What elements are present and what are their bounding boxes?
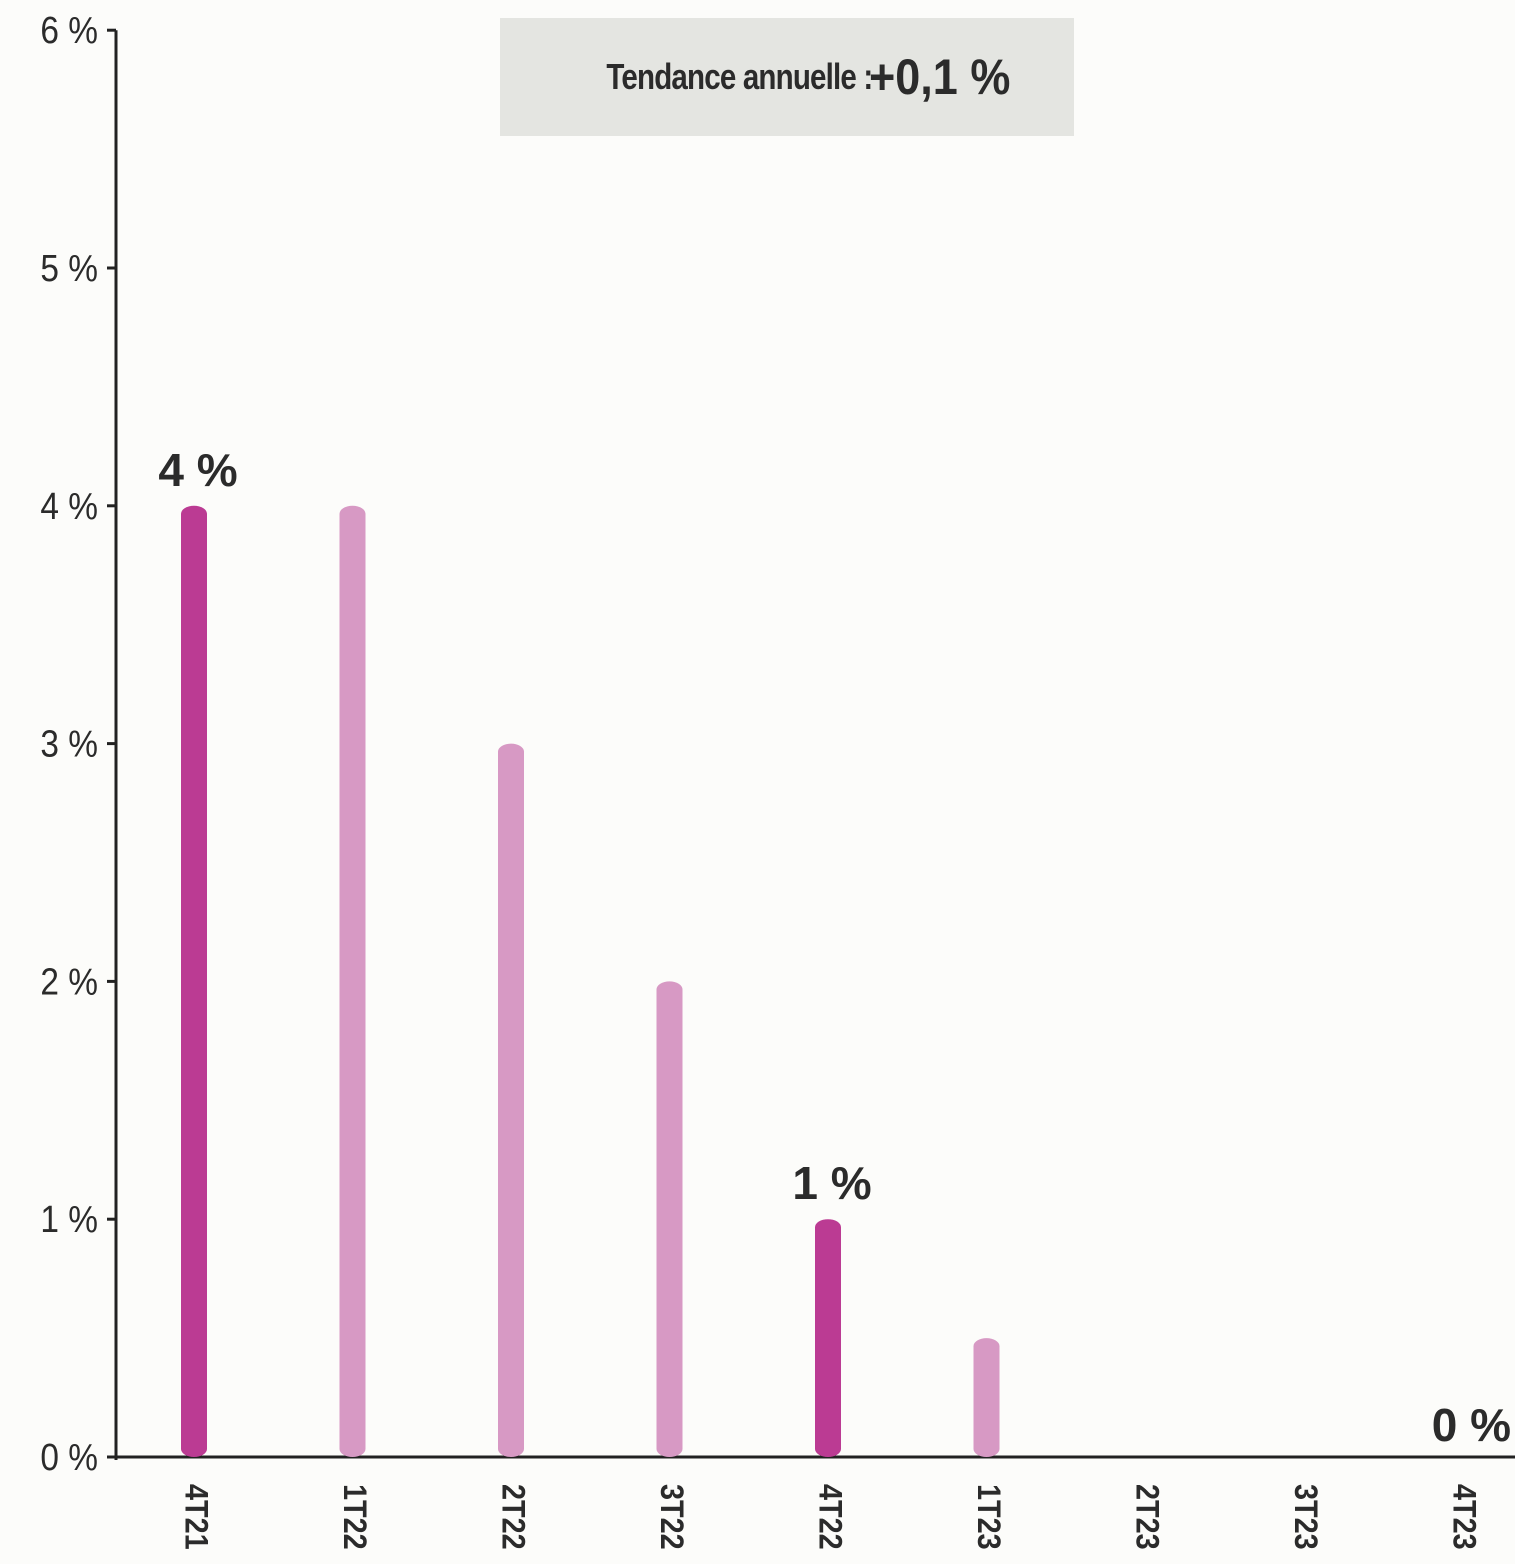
y-tick-label: 1 % [40, 1198, 98, 1240]
y-tick-label: 0 % [40, 1436, 98, 1478]
bar-3T22 [656, 981, 683, 1457]
x-tick-label-2T23: 2T23 [1129, 1484, 1165, 1550]
x-tick-label-3T23: 3T23 [1288, 1484, 1324, 1550]
trend-box: Tendance annuelle : +0,1 % [500, 18, 1074, 136]
y-tick-label: 4 % [40, 485, 98, 527]
data-labels: 4 % 1 % 0 % [158, 444, 1511, 1451]
x-tick-label-4T22: 4T22 [812, 1484, 848, 1550]
bars [181, 505, 1000, 1457]
bar-1T23 [973, 1338, 1000, 1457]
y-tick-label: 6 % [40, 9, 98, 51]
y-tick-label: 2 % [40, 960, 98, 1002]
x-tick-label-3T22: 3T22 [654, 1484, 690, 1550]
trend-label: Tendance annuelle : [606, 56, 874, 97]
data-label-4T21: 4 % [158, 444, 237, 496]
x-tick-label-1T22: 1T22 [337, 1484, 373, 1550]
x-tick-label-4T23: 4T23 [1446, 1484, 1482, 1550]
data-label-4T22: 1 % [792, 1157, 871, 1209]
y-tick-label: 5 % [40, 247, 98, 289]
bar-1T22 [339, 505, 366, 1457]
x-axis: 4T21 1T22 2T22 3T22 4T22 1T23 2T23 3T23 4T23 [116, 1455, 1515, 1550]
data-label-4T23: 0 % [1432, 1399, 1511, 1451]
x-tick-label-1T23: 1T23 [971, 1484, 1007, 1550]
y-axis: 0 % 1 % 2 % 3 % 4 % 5 % 6 % [40, 9, 118, 1478]
x-tick-label-4T21: 4T21 [178, 1484, 214, 1550]
x-tick-label-2T22: 2T22 [495, 1484, 531, 1550]
y-tick-label: 3 % [40, 723, 98, 765]
bar-2T22 [498, 743, 524, 1457]
bar-4T22 [815, 1219, 841, 1457]
bar-4T21 [181, 505, 207, 1457]
trend-value: +0,1 % [868, 49, 1011, 105]
